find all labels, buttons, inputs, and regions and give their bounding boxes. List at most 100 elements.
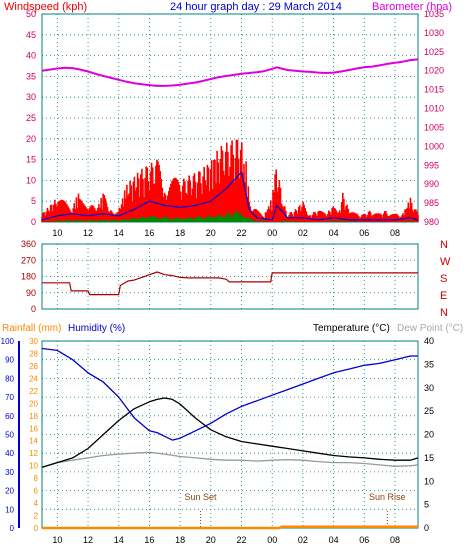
wind-x-tick-11: 08 bbox=[390, 228, 400, 238]
dewpoint-legend: Dew Point (°C) bbox=[397, 323, 463, 334]
wind-y-tick-9: 45 bbox=[26, 30, 36, 40]
direction-plot-frame bbox=[41, 243, 419, 310]
rain-y-tick-14: 28 bbox=[29, 349, 38, 358]
wind-average-series bbox=[41, 171, 419, 221]
wind-x-tick-4: 18 bbox=[175, 228, 185, 238]
wind-y-tick-5: 25 bbox=[26, 113, 36, 123]
th-x-tick-7: 00 bbox=[267, 535, 277, 545]
wind-x-tick-7: 00 bbox=[267, 228, 277, 238]
th-x-tick-3: 16 bbox=[144, 535, 154, 545]
compass-label-4: N bbox=[440, 307, 448, 319]
th-x-tick-8: 02 bbox=[298, 535, 308, 545]
humidity-y-tick-8: 80 bbox=[5, 374, 14, 383]
dir-y-tick-3: 270 bbox=[21, 255, 36, 265]
temp-y-tick-4: 20 bbox=[424, 430, 434, 440]
humidity-y-tick-4: 40 bbox=[5, 449, 14, 458]
rain-y-tick-12: 24 bbox=[29, 374, 38, 383]
temp-y-tick-1: 5 bbox=[424, 500, 429, 510]
wind-y-tick-6: 30 bbox=[26, 92, 36, 102]
baro-y-tick-5: 1005 bbox=[424, 122, 444, 132]
temp-y-tick-2: 10 bbox=[424, 476, 434, 486]
compass-label-0: N bbox=[440, 239, 448, 251]
wind-y-tick-3: 15 bbox=[26, 155, 36, 165]
temp-y-tick-3: 15 bbox=[424, 453, 434, 463]
wind-x-tick-9: 04 bbox=[329, 228, 339, 238]
sun-annotation-1: Sun Rise bbox=[369, 492, 406, 502]
dir-y-tick-0: 0 bbox=[31, 304, 36, 314]
humidity-y-tick-6: 60 bbox=[5, 412, 14, 421]
baro-y-tick-7: 1015 bbox=[424, 85, 444, 95]
wind-x-tick-2: 14 bbox=[114, 228, 124, 238]
dewpoint-series bbox=[41, 451, 419, 468]
temp-y-tick-5: 25 bbox=[424, 406, 434, 416]
rain-y-tick-2: 4 bbox=[34, 499, 39, 508]
th-x-tick-9: 04 bbox=[329, 535, 339, 545]
rainfall-legend: Rainfall (mm) bbox=[2, 323, 61, 334]
th-x-tick-1: 12 bbox=[83, 535, 93, 545]
baro-y-tick-8: 1020 bbox=[424, 66, 444, 76]
wind-x-tick-3: 16 bbox=[144, 228, 154, 238]
wind-y-tick-8: 40 bbox=[26, 51, 36, 61]
wind-y-tick-1: 5 bbox=[31, 196, 36, 206]
rain-y-tick-15: 30 bbox=[29, 337, 38, 346]
baro-y-tick-11: 1035 bbox=[424, 9, 444, 19]
wind-x-tick-0: 10 bbox=[52, 228, 62, 238]
baro-y-tick-10: 1030 bbox=[424, 28, 444, 38]
th-x-tick-6: 22 bbox=[237, 535, 247, 545]
baro-y-tick-4: 1000 bbox=[424, 141, 444, 151]
dir-y-tick-2: 180 bbox=[21, 272, 36, 282]
compass-label-2: S bbox=[440, 273, 447, 285]
temperature-humidity-panel: 0102030405060708090100024681012141618202… bbox=[1, 336, 434, 545]
dir-y-tick-1: 90 bbox=[26, 288, 36, 298]
th-x-tick-4: 18 bbox=[175, 535, 185, 545]
wind-x-tick-6: 22 bbox=[237, 228, 247, 238]
humidity-series bbox=[41, 347, 418, 441]
humidity-y-tick-9: 90 bbox=[5, 356, 14, 365]
th-x-tick-10: 06 bbox=[359, 535, 369, 545]
rain-y-tick-3: 6 bbox=[34, 487, 39, 496]
sun-annotation-0: Sun Set bbox=[185, 492, 218, 502]
wind-y-tick-4: 20 bbox=[26, 134, 36, 144]
baro-y-tick-3: 995 bbox=[424, 160, 439, 170]
wind-y-tick-2: 10 bbox=[26, 175, 36, 185]
wind-y-tick-7: 35 bbox=[26, 71, 36, 81]
rain-y-tick-11: 22 bbox=[29, 387, 38, 396]
wind-gust-series bbox=[41, 139, 419, 222]
humidity-y-tick-10: 100 bbox=[1, 337, 15, 346]
temp-y-tick-0: 0 bbox=[424, 523, 429, 533]
temp-y-tick-6: 30 bbox=[424, 383, 434, 393]
humidity-y-tick-2: 20 bbox=[5, 487, 14, 496]
wind-y-tick-0: 0 bbox=[31, 217, 36, 227]
wind-y-tick-10: 50 bbox=[26, 9, 36, 19]
temperature-legend: Temperature (°C) bbox=[313, 323, 390, 334]
barometer-series bbox=[41, 58, 419, 87]
humidity-y-tick-5: 50 bbox=[5, 431, 14, 440]
compass-label-1: W bbox=[440, 256, 451, 268]
wind-direction-series bbox=[42, 271, 418, 296]
rainfall-series bbox=[42, 525, 418, 530]
barometer-axis-label: Barometer (hpa) bbox=[372, 1, 452, 13]
dir-y-tick-4: 360 bbox=[21, 239, 36, 249]
compass-label-3: E bbox=[440, 290, 447, 302]
chart-title: 24 hour graph day : 29 March 2014 bbox=[170, 1, 342, 13]
wind-barometer-panel: 0510152025303540455098098599099510001005… bbox=[26, 9, 444, 238]
temp-y-tick-7: 35 bbox=[424, 359, 434, 369]
rain-y-tick-5: 10 bbox=[29, 462, 38, 471]
humidity-y-tick-0: 0 bbox=[10, 524, 15, 533]
wind-x-tick-5: 20 bbox=[206, 228, 216, 238]
humidity-legend: Humidity (%) bbox=[68, 323, 125, 334]
rain-y-tick-1: 2 bbox=[34, 512, 39, 521]
rain-y-tick-9: 18 bbox=[29, 412, 38, 421]
windspeed-axis-label: Windspeed (kph) bbox=[4, 1, 87, 13]
baro-y-tick-0: 980 bbox=[424, 217, 439, 227]
rain-y-tick-13: 26 bbox=[29, 362, 38, 371]
temp-y-tick-8: 40 bbox=[424, 336, 434, 346]
wind-x-tick-8: 02 bbox=[298, 228, 308, 238]
humidity-y-tick-3: 30 bbox=[5, 468, 14, 477]
rain-y-tick-8: 16 bbox=[29, 424, 38, 433]
baro-y-tick-2: 990 bbox=[424, 179, 439, 189]
humidity-y-tick-1: 10 bbox=[5, 505, 14, 514]
rain-y-tick-0: 0 bbox=[34, 524, 39, 533]
th-x-tick-2: 14 bbox=[114, 535, 124, 545]
